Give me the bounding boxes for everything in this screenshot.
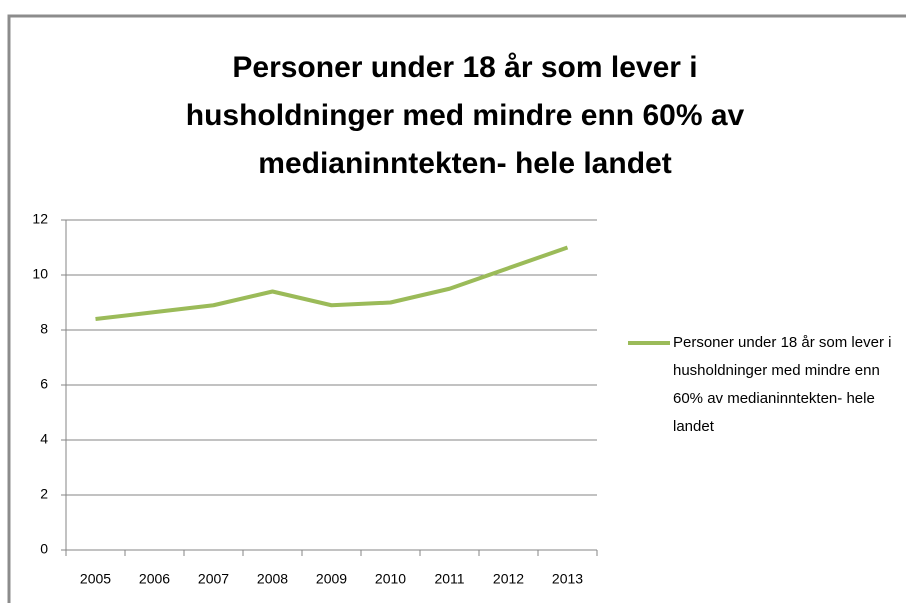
legend-label: Personer under 18 år som lever i hushold…: [673, 334, 892, 435]
y-tick-label: 0: [40, 541, 48, 557]
y-tick-label: 12: [32, 211, 48, 227]
y-tick-label: 10: [32, 266, 48, 282]
y-tick-label: 6: [40, 376, 48, 392]
x-tick-label: 2011: [434, 571, 464, 587]
data-line: [95, 245, 569, 321]
y-tick-label: 2: [40, 486, 48, 502]
x-tick-label: 2009: [316, 571, 347, 587]
chart-border: [7, 14, 906, 603]
x-tick-label: 2008: [257, 571, 288, 587]
x-tick-label: 2007: [198, 571, 229, 587]
x-tick-label: 2013: [552, 571, 583, 587]
y-tick-label: 4: [40, 431, 48, 447]
x-tick-label: 2010: [375, 571, 406, 587]
chart-title: Personer under 18 år som lever i hushold…: [185, 51, 745, 180]
x-tick-label: 2005: [80, 571, 111, 587]
x-tick-label: 2006: [139, 571, 170, 587]
y-tick-label: 8: [40, 321, 48, 337]
x-tick-label: 2012: [493, 571, 524, 587]
